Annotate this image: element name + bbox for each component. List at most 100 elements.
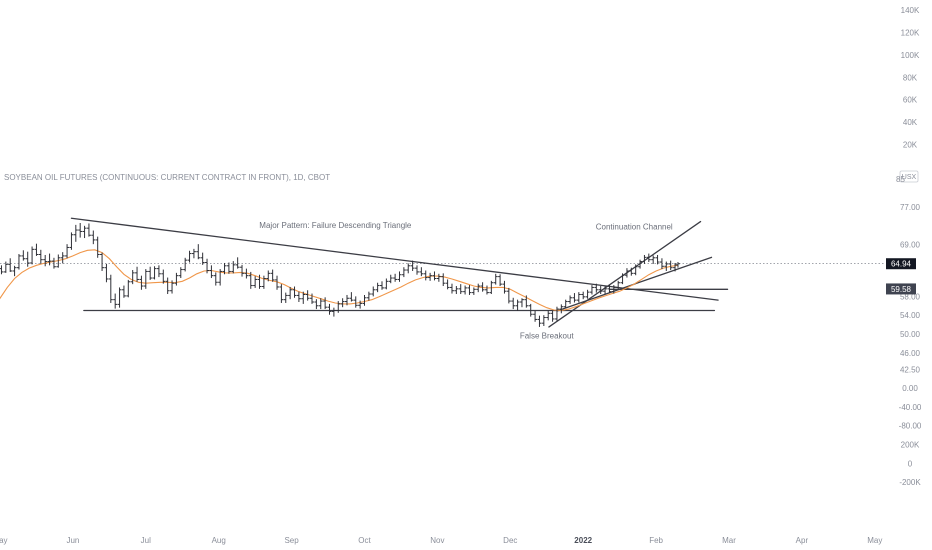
ohlc-bar bbox=[458, 284, 463, 295]
ohlc-bar bbox=[244, 268, 249, 279]
ohlc-bar bbox=[240, 264, 245, 277]
moving-average-line bbox=[0, 249, 679, 312]
ohlc-bar bbox=[196, 244, 201, 260]
ohlc-bar bbox=[318, 298, 323, 310]
ohlc-bar bbox=[130, 270, 135, 285]
ohlc-bar bbox=[664, 261, 669, 271]
price-tick-label: 54.00 bbox=[900, 311, 921, 320]
ohlc-bar bbox=[231, 261, 236, 274]
ohlc-bar bbox=[174, 272, 179, 286]
volume-tick-label: 60K bbox=[903, 96, 918, 105]
ohlc-bar bbox=[410, 260, 415, 271]
ohlc-bar bbox=[283, 292, 288, 303]
ohlc-bar bbox=[480, 282, 485, 292]
ohlc-bar bbox=[675, 262, 680, 268]
ohlc-bar bbox=[397, 271, 402, 282]
ohlc-bars bbox=[0, 222, 680, 327]
ohlc-bar bbox=[349, 292, 354, 302]
ohlc-bar bbox=[358, 300, 363, 309]
ohlc-bar bbox=[270, 269, 275, 282]
ohlc-bar bbox=[78, 222, 83, 238]
secondary-tick-label: 46.00 bbox=[900, 349, 921, 358]
price-tick-label: 69.00 bbox=[900, 241, 921, 250]
ohlc-bar bbox=[266, 270, 271, 282]
time-tick-label: Feb bbox=[649, 536, 663, 545]
ohlc-bar bbox=[546, 310, 551, 321]
ohlc-bar bbox=[187, 250, 192, 263]
annotations: Major Pattern: Failure Descending Triang… bbox=[259, 221, 673, 341]
ohlc-bar bbox=[441, 273, 446, 287]
ohlc-bar bbox=[43, 254, 48, 267]
annotation-label: False Breakout bbox=[520, 332, 575, 341]
ohlc-bar bbox=[550, 310, 555, 322]
secondary-price-axis: 46.00 42.50 0.00 -40.00 -80.00 200K 0 -200K bbox=[899, 349, 922, 487]
time-tick-label: Jul bbox=[141, 536, 151, 545]
marked-price-badge-box bbox=[886, 283, 916, 295]
ohlc-bar bbox=[345, 294, 350, 306]
ohlc-bar bbox=[598, 286, 603, 295]
ohlc-bar bbox=[288, 286, 293, 300]
ohlc-bar bbox=[511, 297, 516, 310]
time-tick-label: Dec bbox=[503, 536, 517, 545]
ohlc-bar bbox=[589, 285, 594, 295]
ohlc-bar bbox=[148, 266, 153, 280]
ohlc-bar bbox=[423, 270, 428, 281]
ohlc-bar bbox=[8, 258, 13, 272]
ohlc-bar bbox=[257, 274, 262, 289]
ohlc-bar bbox=[414, 265, 419, 275]
ohlc-bar bbox=[655, 254, 660, 265]
chart-title: SOYBEAN OIL FUTURES (CONTINUOUS: CURRENT… bbox=[4, 173, 330, 182]
ohlc-bar bbox=[476, 283, 481, 293]
price-axis: 77.00 69.00 54.00 50.00 58.00 bbox=[900, 203, 921, 339]
ohlc-bar bbox=[484, 285, 489, 295]
ohlc-bar bbox=[91, 230, 96, 245]
price-tick-label: 50.00 bbox=[900, 330, 921, 339]
ohlc-bar bbox=[60, 252, 65, 264]
secondary-tick-label: 0 bbox=[908, 459, 913, 468]
time-tick-label: Mar bbox=[722, 536, 736, 545]
ohlc-bar bbox=[327, 303, 332, 315]
time-axis: May Jun Jul Aug Sep Oct Nov Dec 2022 Feb Mar Apr May bbox=[0, 536, 882, 545]
ohlc-bar bbox=[152, 266, 157, 280]
annotation-label: Major Pattern: Failure Descending Triang… bbox=[259, 221, 412, 230]
ohlc-bar bbox=[135, 266, 140, 282]
ohlc-bar bbox=[165, 277, 170, 295]
ohlc-bar bbox=[537, 315, 542, 327]
volume-tick-label: 140K bbox=[901, 6, 920, 15]
volume-tick-label: 40K bbox=[903, 118, 918, 127]
ohlc-bar bbox=[331, 307, 336, 317]
ohlc-bar bbox=[607, 285, 612, 294]
ohlc-bar bbox=[624, 268, 629, 278]
price-tick-85: 85 bbox=[896, 175, 905, 184]
time-tick-label: Sep bbox=[284, 536, 299, 545]
ohlc-bar bbox=[366, 291, 371, 301]
ohlc-bar bbox=[533, 310, 538, 322]
volume-tick-label: 80K bbox=[903, 73, 918, 82]
ohlc-bar bbox=[616, 280, 621, 290]
ohlc-bar bbox=[69, 232, 74, 250]
ohlc-bar bbox=[183, 257, 188, 272]
ohlc-bar bbox=[603, 286, 608, 295]
secondary-tick-label: 0.00 bbox=[902, 384, 918, 393]
ohlc-bar bbox=[581, 291, 586, 300]
time-tick-label: Apr bbox=[796, 536, 809, 545]
trendline bbox=[70, 217, 719, 301]
ohlc-bar bbox=[432, 271, 437, 281]
ohlc-bar bbox=[235, 257, 240, 269]
ohlc-bar bbox=[506, 287, 511, 304]
time-tick-label: May bbox=[0, 536, 8, 545]
secondary-tick-label: -40.00 bbox=[899, 403, 922, 412]
secondary-tick-label: -80.00 bbox=[899, 422, 922, 431]
ohlc-bar bbox=[3, 261, 8, 273]
currency-text: USX bbox=[902, 174, 917, 181]
ohlc-bar bbox=[362, 294, 367, 306]
currency-label[interactable]: USX bbox=[899, 170, 919, 183]
ohlc-bar bbox=[25, 251, 30, 267]
ohlc-bar bbox=[419, 267, 424, 277]
ohlc-bar bbox=[384, 278, 389, 290]
ohlc-bar bbox=[38, 249, 43, 264]
ohlc-bar bbox=[449, 283, 454, 294]
ohlc-bar bbox=[638, 259, 643, 269]
